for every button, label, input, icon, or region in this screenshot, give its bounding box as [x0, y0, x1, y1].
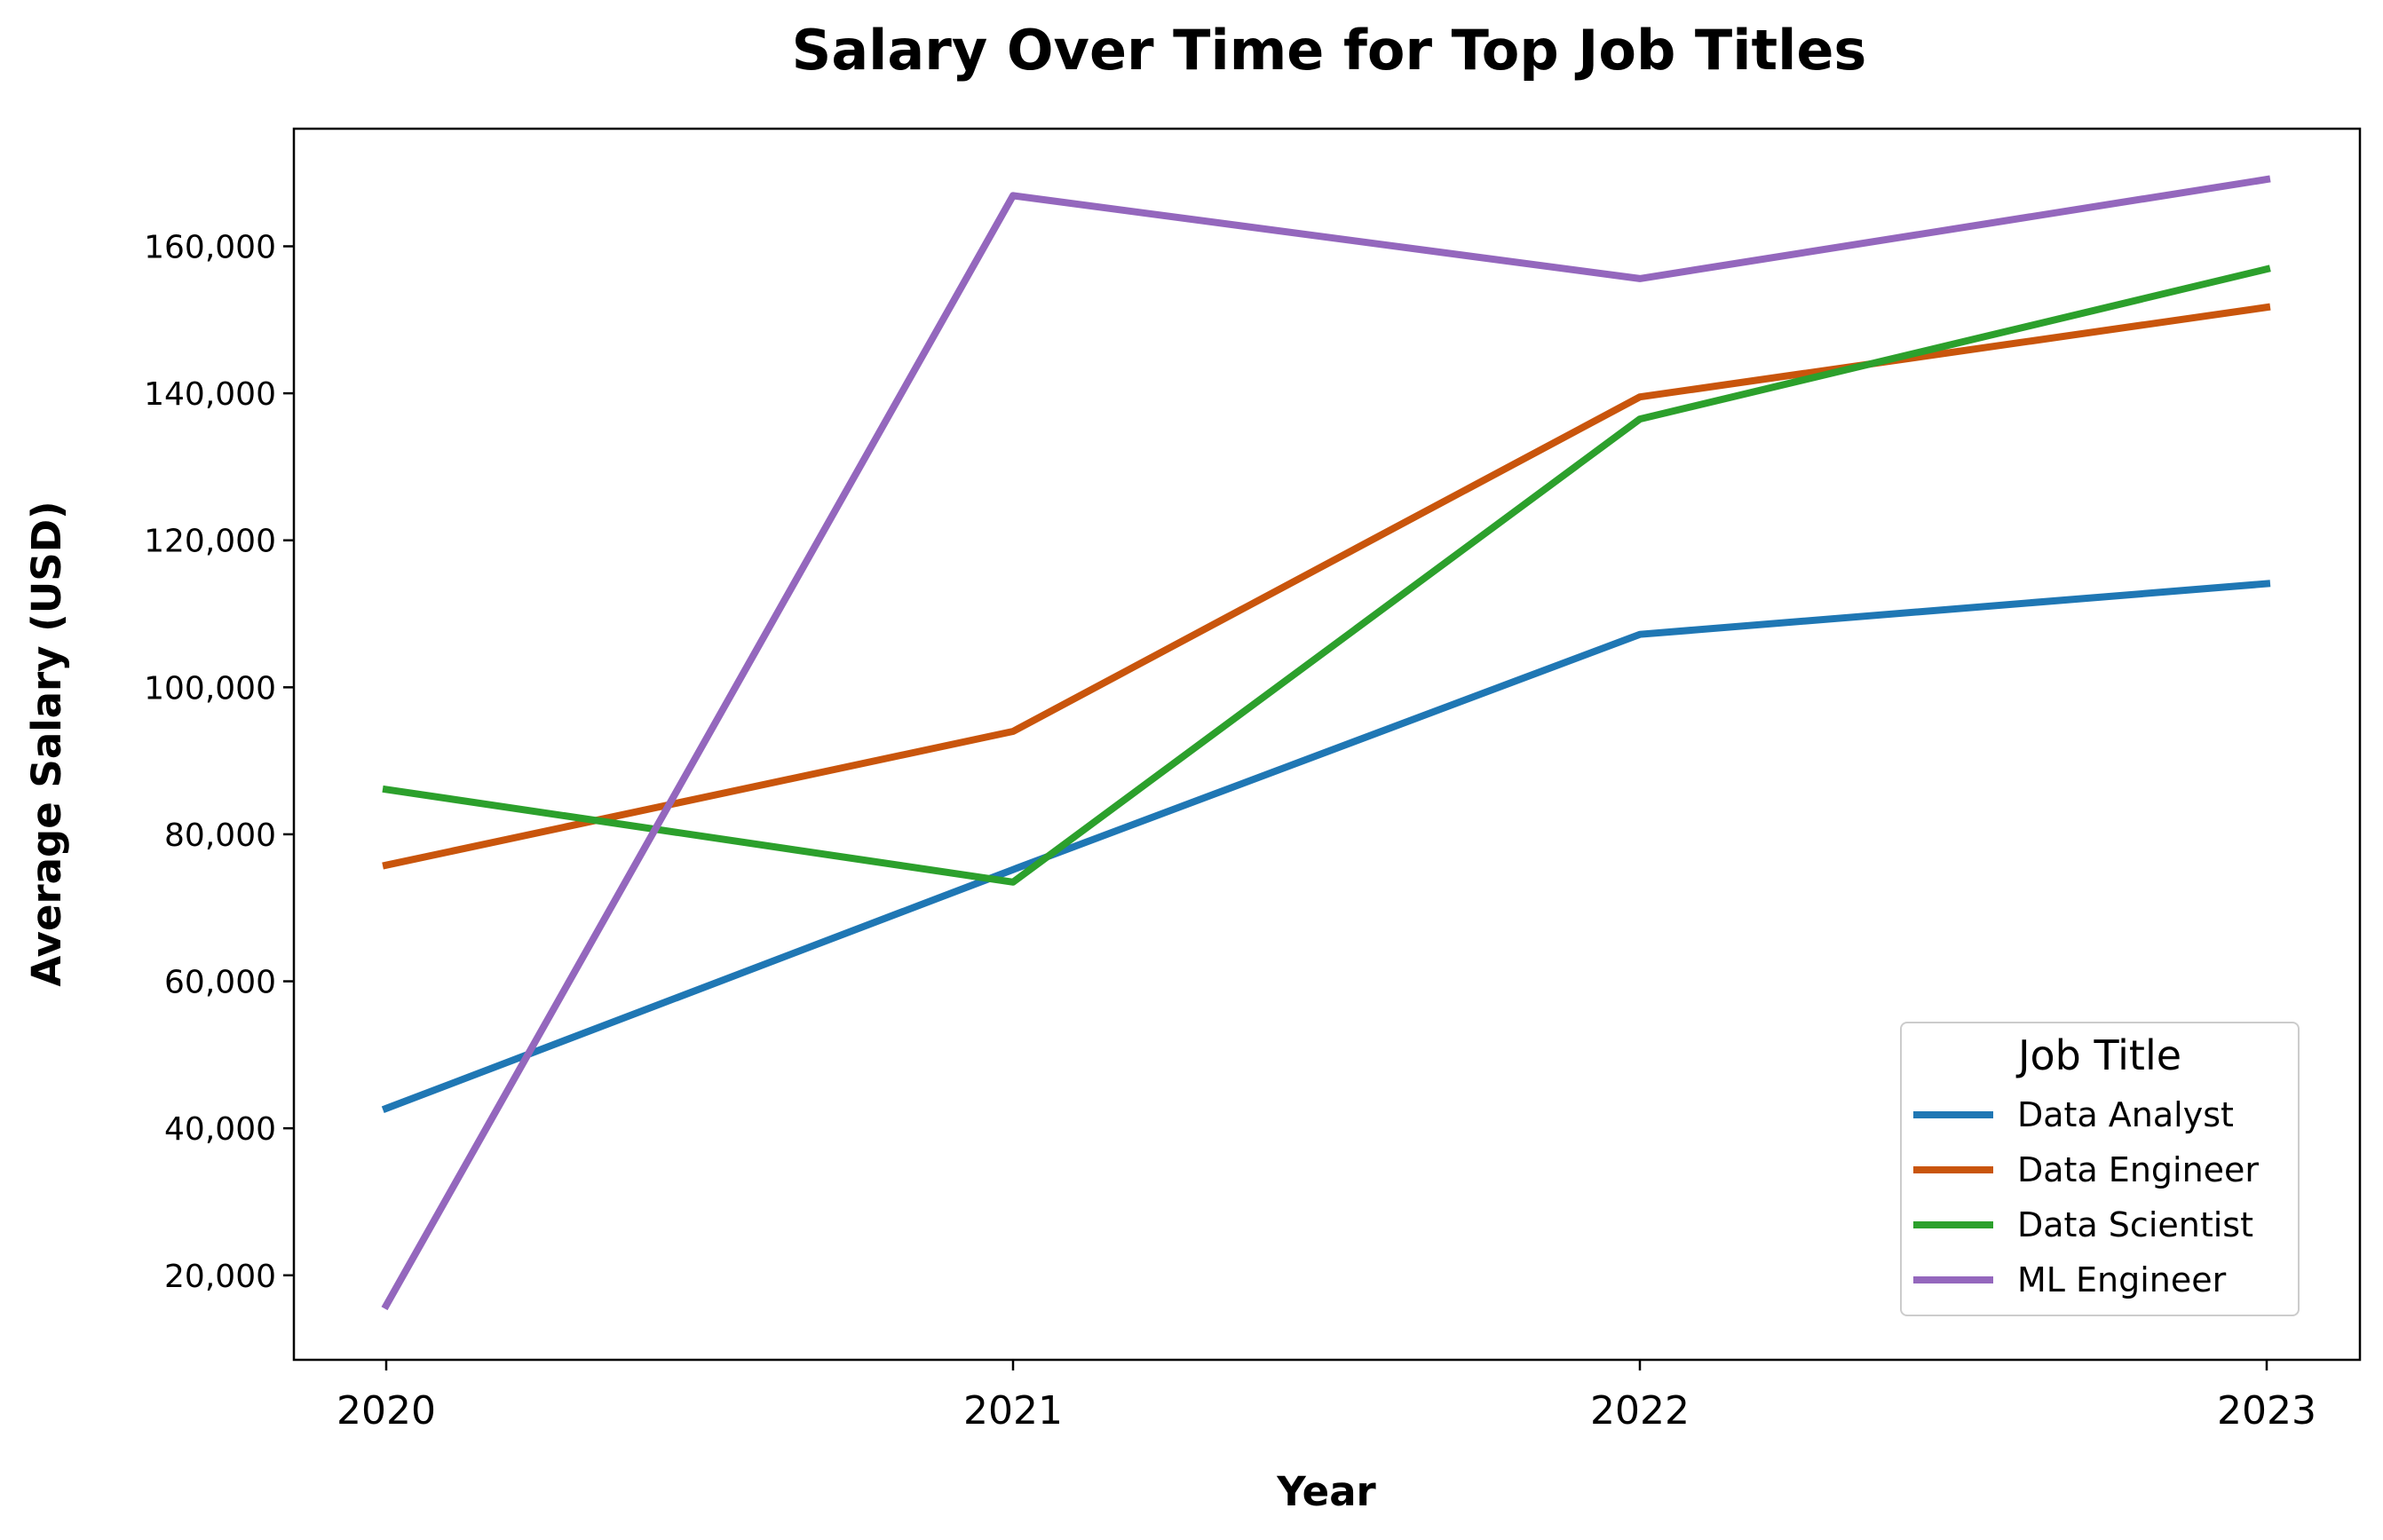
- series-line-ml-engineer: [381, 175, 2271, 1311]
- chart-title: Salary Over Time for Top Job Titles: [792, 18, 1867, 83]
- y-tick-label: 40,000: [164, 1111, 276, 1148]
- x-tick-label: 2023: [2217, 1388, 2316, 1433]
- legend-label-ml-engineer: ML Engineer: [2017, 1260, 2227, 1299]
- legend-title: Job Title: [2015, 1031, 2181, 1079]
- plot-frame: [292, 127, 2362, 1362]
- x-axis: 2020 2021 2022 2023: [336, 1360, 2316, 1433]
- y-tick-label: 100,000: [144, 670, 276, 707]
- legend-label-data-engineer: Data Engineer: [2017, 1150, 2259, 1189]
- x-tick-label: 2021: [963, 1388, 1063, 1433]
- legend-label-data-scientist: Data Scientist: [2017, 1205, 2253, 1244]
- x-axis-label: Year: [1276, 1468, 1376, 1515]
- y-tick-label: 160,000: [144, 229, 276, 265]
- legend-entries: Data Analyst Data Engineer Data Scientist M…: [1913, 1095, 2259, 1299]
- series-line-data-scientist: [382, 265, 2271, 886]
- x-tick-label: 2022: [1590, 1388, 1690, 1433]
- series-line-data-engineer: [382, 303, 2271, 870]
- legend-label-data-analyst: Data Analyst: [2017, 1095, 2234, 1134]
- y-tick-label: 60,000: [164, 965, 276, 1001]
- y-tick-label: 140,000: [144, 376, 276, 413]
- series-layer: [381, 175, 2271, 1311]
- y-axis-label: Average Salary (USD): [23, 501, 70, 986]
- y-axis: 20,000 40,000 60,000 80,000 100,000 120,000 14…: [144, 229, 294, 1295]
- y-tick-label: 20,000: [164, 1259, 276, 1295]
- legend-frame: [1900, 1022, 2300, 1316]
- series-line-data-analyst: [381, 580, 2271, 1113]
- x-tick-label: 2020: [336, 1388, 436, 1433]
- y-tick-label: 80,000: [164, 817, 276, 854]
- y-tick-label: 120,000: [144, 524, 276, 560]
